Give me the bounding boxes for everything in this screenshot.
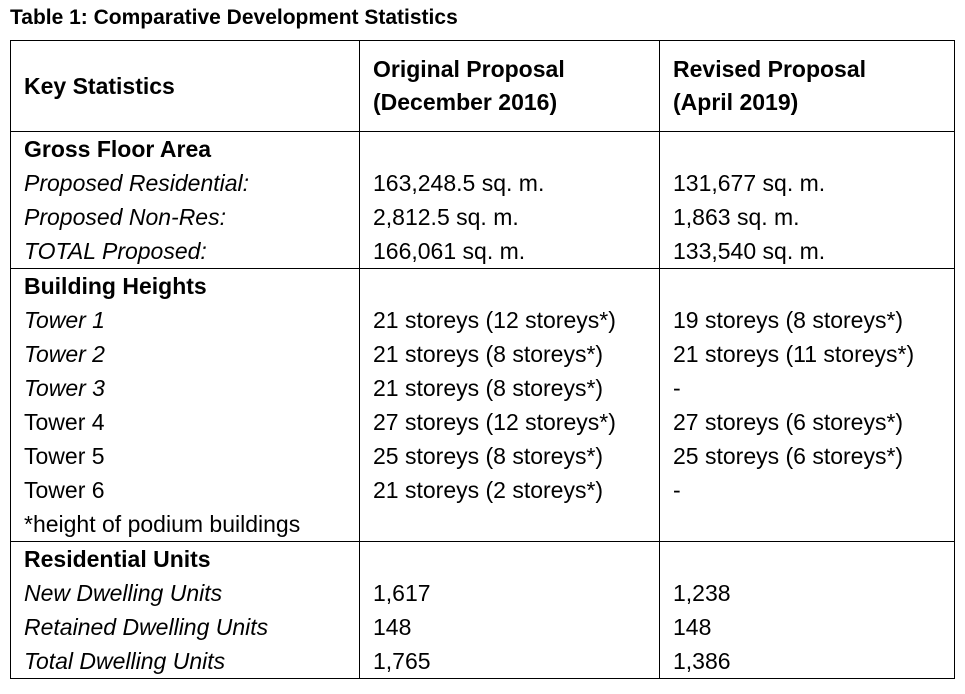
cell-value: -: [659, 473, 955, 507]
cell-value: 27 storeys (6 storeys*): [659, 405, 955, 439]
cell-value: 1,617: [359, 576, 660, 610]
table-row: Tower 2 21 storeys (8 storeys*) 21 storeys…: [10, 337, 955, 371]
footnote: *height of podium buildings: [10, 507, 360, 542]
cell-value: 21 storeys (2 storeys*): [359, 473, 660, 507]
row-label: Proposed Non-Res:: [10, 200, 360, 234]
section-heading-row: Residential Units: [10, 541, 955, 576]
cell-value: 27 storeys (12 storeys*): [359, 405, 660, 439]
section-heading-row: Gross Floor Area: [10, 131, 955, 166]
header-text: (April 2019): [673, 89, 799, 115]
table-section: Gross Floor Area Proposed Residential: 163…: [10, 131, 955, 269]
table-row: Retained Dwelling Units 148 148: [10, 610, 955, 644]
header-text: Original Proposal: [373, 56, 565, 82]
statistics-table: Key Statistics Original Proposal (December…: [10, 40, 955, 679]
cell-value: 19 storeys (8 storeys*): [659, 303, 955, 337]
table-row: Tower 5 25 storeys (8 storeys*) 25 storeys…: [10, 439, 955, 473]
cell-value: -: [659, 371, 955, 405]
note-row: *height of podium buildings: [10, 507, 955, 542]
empty-cell: [359, 507, 660, 542]
row-label: Tower 1: [10, 303, 360, 337]
cell-value: 166,061 sq. m.: [359, 234, 660, 269]
row-label: New Dwelling Units: [10, 576, 360, 610]
header-cell: Revised Proposal (April 2019): [659, 40, 955, 132]
cell-value: 21 storeys (12 storeys*): [359, 303, 660, 337]
cell-value: 2,812.5 sq. m.: [359, 200, 660, 234]
empty-cell: [359, 131, 660, 166]
cell-value: 148: [659, 610, 955, 644]
row-label: Total Dwelling Units: [10, 644, 360, 679]
table-section: Building Heights Tower 1 21 storeys (12 st…: [10, 268, 955, 542]
cell-value: 148: [359, 610, 660, 644]
cell-value: 1,863 sq. m.: [659, 200, 955, 234]
table-section: Residential Units New Dwelling Units 1,617…: [10, 541, 955, 679]
row-label: Tower 2: [10, 337, 360, 371]
header-text: (December 2016): [373, 89, 558, 115]
row-label: Proposed Residential:: [10, 166, 360, 200]
table-row: Tower 1 21 storeys (12 storeys*) 19 storey…: [10, 303, 955, 337]
cell-value: 1,765: [359, 644, 660, 679]
cell-value: 163,248.5 sq. m.: [359, 166, 660, 200]
table-title: Table 1: Comparative Development Statist…: [10, 6, 458, 29]
cell-value: 1,386: [659, 644, 955, 679]
table-header: Key Statistics Original Proposal (December…: [10, 40, 955, 132]
cell-value: 133,540 sq. m.: [659, 234, 955, 269]
table-row: Tower 4 27 storeys (12 storeys*) 27 storey…: [10, 405, 955, 439]
row-label: TOTAL Proposed:: [10, 234, 360, 269]
table-row: TOTAL Proposed: 166,061 sq. m. 133,540 sq.…: [10, 234, 955, 269]
header-text: Key Statistics: [24, 72, 175, 99]
row-label: Tower 4: [10, 405, 360, 439]
empty-cell: [659, 131, 955, 166]
header-cell: Key Statistics: [10, 40, 360, 132]
cell-value: 21 storeys (8 storeys*): [359, 371, 660, 405]
empty-cell: [659, 268, 955, 303]
table-row: Tower 6 21 storeys (2 storeys*) -: [10, 473, 955, 507]
table-row: Proposed Non-Res: 2,812.5 sq. m. 1,863 sq.…: [10, 200, 955, 234]
table-row: Tower 3 21 storeys (8 storeys*) -: [10, 371, 955, 405]
row-label: Tower 5: [10, 439, 360, 473]
header-text: Revised Proposal: [673, 56, 867, 82]
row-label: Tower 3: [10, 371, 360, 405]
table-row: New Dwelling Units 1,617 1,238: [10, 576, 955, 610]
empty-cell: [659, 507, 955, 542]
header-cell: Original Proposal (December 2016): [359, 40, 660, 132]
table-row: Proposed Residential: 163,248.5 sq. m. 131…: [10, 166, 955, 200]
cell-value: 1,238: [659, 576, 955, 610]
section-heading: Gross Floor Area: [10, 131, 360, 166]
table-row: Total Dwelling Units 1,765 1,386: [10, 644, 955, 679]
cell-value: 131,677 sq. m.: [659, 166, 955, 200]
section-heading: Building Heights: [10, 268, 360, 303]
section-heading-row: Building Heights: [10, 268, 955, 303]
row-label: Retained Dwelling Units: [10, 610, 360, 644]
section-heading: Residential Units: [10, 541, 360, 576]
empty-cell: [659, 541, 955, 576]
cell-value: 25 storeys (8 storeys*): [359, 439, 660, 473]
cell-value: 21 storeys (8 storeys*): [359, 337, 660, 371]
empty-cell: [359, 268, 660, 303]
empty-cell: [359, 541, 660, 576]
cell-value: 21 storeys (11 storeys*): [659, 337, 955, 371]
cell-value: 25 storeys (6 storeys*): [659, 439, 955, 473]
row-label: Tower 6: [10, 473, 360, 507]
